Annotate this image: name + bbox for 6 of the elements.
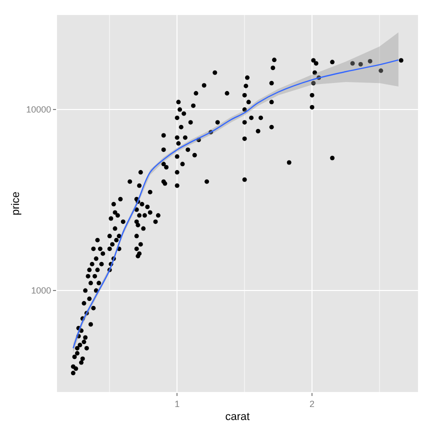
y-tick-label: 1000 (31, 286, 52, 296)
x-tick-label: 2 (310, 398, 315, 409)
y-tick-label: 10000 (26, 104, 52, 115)
x-axis-title: carat (225, 411, 250, 423)
y-axis-title: price (10, 192, 22, 216)
x-tick-label: 1 (174, 398, 180, 409)
